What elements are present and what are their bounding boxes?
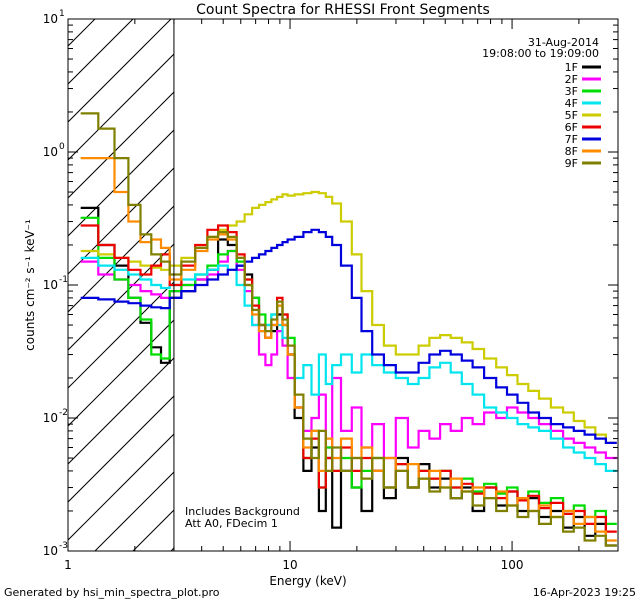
chart-title: Count Spectra for RHESSI Front Segments xyxy=(196,2,490,18)
hatch-line xyxy=(68,53,174,161)
x-tick-label: 100 xyxy=(501,558,524,572)
svg-text:5F: 5F xyxy=(565,109,578,122)
svg-text:0: 0 xyxy=(59,142,65,152)
legend-item-4F: 4F xyxy=(565,97,601,110)
hatch-line xyxy=(627,19,640,551)
y-tick-label: 10 1 xyxy=(43,9,65,26)
svg-text:4F: 4F xyxy=(565,97,578,110)
svg-text:10: 10 xyxy=(43,12,58,26)
svg-text:-1: -1 xyxy=(59,275,68,285)
svg-text:6F: 6F xyxy=(565,121,578,134)
legend-item-3F: 3F xyxy=(565,85,601,98)
hatch-line xyxy=(68,91,174,199)
svg-text:1: 1 xyxy=(59,9,65,19)
svg-text:10: 10 xyxy=(43,544,58,558)
legend-item-9F: 9F xyxy=(565,157,601,170)
y-tick-label: 10 0 xyxy=(43,142,65,159)
x-tick-label: 10 xyxy=(282,558,297,572)
hatch-line xyxy=(0,19,19,551)
annotation-attenuator: Att A0, FDecim 1 xyxy=(185,517,278,530)
hatch-line xyxy=(68,395,174,503)
svg-text:-2: -2 xyxy=(59,408,68,418)
y-tick-label: 10 -3 xyxy=(43,541,68,558)
hatch-line xyxy=(68,357,174,465)
legend-item-1F: 1F xyxy=(565,61,601,74)
legend-item-5F: 5F xyxy=(565,109,601,122)
axis-ticks xyxy=(67,18,619,552)
svg-text:-3: -3 xyxy=(59,541,68,551)
hatch-line xyxy=(68,19,134,85)
svg-text:8F: 8F xyxy=(565,145,578,158)
legend-item-6F: 6F xyxy=(565,121,601,134)
hatch-line xyxy=(68,433,174,541)
legend-item-7F: 7F xyxy=(565,133,601,146)
svg-text:9F: 9F xyxy=(565,157,578,170)
legend-item-8F: 8F xyxy=(565,145,601,158)
x-tick-label: 1 xyxy=(64,558,72,572)
series-line-6F xyxy=(80,224,617,533)
series-line-4F xyxy=(80,256,617,472)
y-axis-label: counts cm⁻² s⁻¹ keV⁻¹ xyxy=(23,219,37,351)
hatch-line xyxy=(68,205,174,313)
x-tick-labels: 1 10 100 xyxy=(64,558,523,572)
svg-text:1F: 1F xyxy=(565,61,578,74)
footer-generated-by: Generated by hsi_min_spectra_plot.pro xyxy=(4,586,220,599)
svg-text:10: 10 xyxy=(43,411,58,425)
svg-text:10: 10 xyxy=(43,145,58,159)
series-line-8F xyxy=(80,157,617,542)
svg-text:2F: 2F xyxy=(565,73,578,86)
svg-text:3F: 3F xyxy=(565,85,578,98)
series-line-9F xyxy=(80,112,617,547)
series-line-5F xyxy=(80,190,617,444)
svg-text:10: 10 xyxy=(43,278,58,292)
legend-item-2F: 2F xyxy=(565,73,601,86)
series-lines xyxy=(80,112,617,547)
y-tick-label: 10 -2 xyxy=(43,408,68,425)
svg-text:7F: 7F xyxy=(565,133,578,146)
header-date: 31-Aug-2014 xyxy=(528,36,599,49)
series-line-7F xyxy=(80,228,617,444)
footer-timestamp: 16-Apr-2023 19:25 xyxy=(533,586,636,599)
hatch-line xyxy=(68,19,172,123)
y-tick-label: 10 -1 xyxy=(43,275,68,292)
annotation-background: Includes Background xyxy=(185,505,300,518)
x-axis-label: Energy (keV) xyxy=(269,574,346,588)
header-time-range: 19:08:00 to 19:09:00 xyxy=(482,47,599,60)
